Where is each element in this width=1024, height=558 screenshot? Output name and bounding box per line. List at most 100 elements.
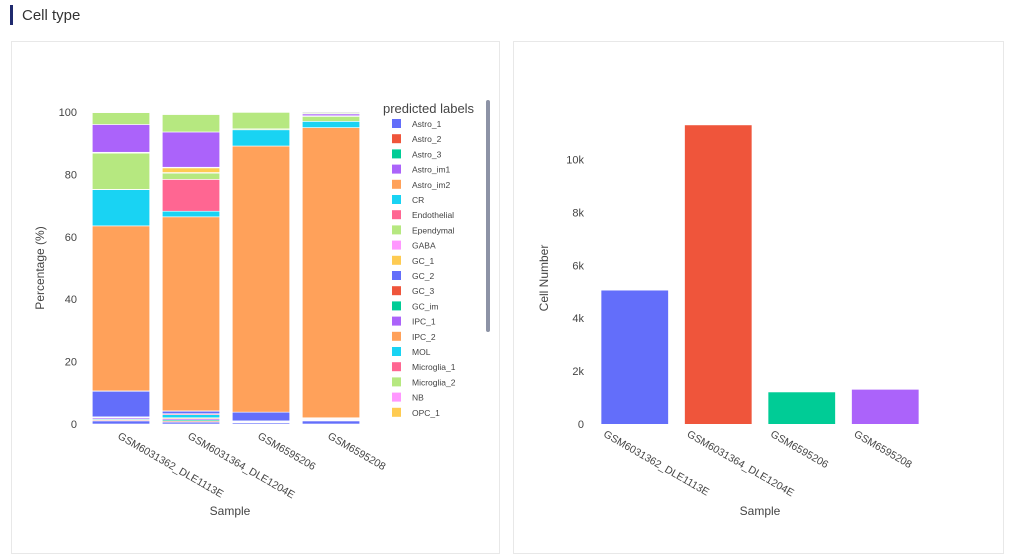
bar-segment-microglia-2[interactable] (92, 153, 149, 189)
y-tick-label: 0 (71, 419, 77, 431)
legend-item-gc-3[interactable]: GC_3 (392, 286, 434, 296)
legend-item-microglia-2[interactable]: Microglia_2 (392, 377, 456, 387)
bar-segment-ipc-2[interactable] (92, 226, 149, 391)
bar-segment-other-3[interactable] (162, 114, 219, 115)
bar-gsm6595208[interactable] (852, 390, 919, 424)
bar-segment-microglia-2[interactable] (162, 173, 219, 179)
bar-segment-opc-1[interactable] (162, 168, 219, 173)
x-tick-label: GSM6595206 (768, 428, 830, 471)
bar-segment-microglia-2[interactable] (302, 116, 359, 121)
legend-label: IPC_1 (412, 317, 436, 327)
legend-label: GC_3 (412, 286, 434, 296)
bar-segment-mol[interactable] (232, 130, 289, 146)
stacked-bar-gsm6031362-dle1113e[interactable] (92, 112, 149, 424)
legend-item-other-1[interactable] (392, 438, 401, 447)
y-tick-label: 80 (65, 169, 77, 181)
bar-segment-mol[interactable] (162, 211, 219, 217)
legend-label: Astro_im1 (412, 165, 451, 175)
legend-item-astro-3[interactable]: Astro_3 (392, 149, 442, 159)
legend-swatch (392, 256, 401, 265)
y-axis-label: Cell Number (537, 245, 551, 312)
legend-item-astro-1[interactable]: Astro_1 (392, 119, 442, 129)
section-header: Cell type (10, 4, 80, 26)
bar-segment-gc-2[interactable] (232, 412, 289, 421)
legend-swatch (392, 210, 401, 219)
y-tick-label: 20 (65, 357, 77, 369)
legend-item-gc-1[interactable]: GC_1 (392, 256, 434, 266)
legend-swatch (392, 241, 401, 250)
x-tick-label: GSM6595208 (852, 428, 914, 471)
bar-segment-other-2[interactable] (232, 112, 289, 129)
bar-segment-gc-2[interactable] (92, 391, 149, 417)
legend-swatch (392, 195, 401, 204)
legend-label: GC_im (412, 301, 438, 311)
x-axis-label: Sample (740, 504, 781, 518)
bar-segment-mol[interactable] (302, 121, 359, 127)
bar-gsm6031362-dle1113e[interactable] (601, 290, 668, 424)
legend-item-gc-2[interactable]: GC_2 (392, 271, 434, 281)
legend-item-other-3[interactable] (392, 469, 401, 478)
legend-label: Astro_im2 (412, 180, 451, 190)
bar-segment-astro-1[interactable] (92, 421, 149, 424)
legend-item-gaba[interactable]: GABA (392, 241, 436, 251)
y-axis-label: Percentage (%) (33, 226, 47, 309)
legend-label: MOL (412, 347, 431, 357)
bar-segment-astro-1[interactable] (302, 421, 359, 424)
legend-item-nb[interactable]: NB (392, 393, 424, 403)
legend-swatch (392, 469, 401, 478)
legend-swatch (392, 271, 401, 280)
bar-segment-other-1[interactable] (162, 132, 219, 167)
legend-item-microglia-1[interactable]: Microglia_1 (392, 362, 456, 372)
bars-group (92, 112, 359, 424)
legend-scrollbar[interactable] (486, 100, 490, 332)
bar-segment-ipc-2[interactable] (162, 217, 219, 411)
legend-label: NB (412, 393, 424, 403)
legend-item-gc-im[interactable]: GC_im (392, 301, 438, 311)
legend-title: predicted labels (383, 101, 475, 116)
bar-segment-gc-2[interactable] (162, 411, 219, 413)
bar-segment-ipc-2[interactable] (302, 128, 359, 418)
legend-swatch (392, 286, 401, 295)
legend-item-ependymal[interactable]: Ependymal (392, 225, 455, 235)
legend-item-ipc-2[interactable]: IPC_2 (392, 332, 436, 342)
bar-segment-other-2[interactable] (92, 113, 149, 125)
y-tick-label: 40 (65, 294, 77, 306)
legend-swatch (392, 134, 401, 143)
bar-gsm6595206[interactable] (768, 392, 835, 424)
stacked-bar-gsm6031364-dle1204e[interactable] (162, 114, 219, 424)
stacked-bar-gsm6595206[interactable] (232, 112, 289, 424)
legend-label: Microglia_2 (412, 377, 456, 387)
legend-item-endothelial[interactable]: Endothelial (392, 210, 454, 220)
bar-segment-cr[interactable] (162, 415, 219, 418)
bar-segment-mol[interactable] (92, 190, 149, 226)
legend-item-astro-im2[interactable]: Astro_im2 (392, 180, 451, 190)
stacked-bar-gsm6595208[interactable] (302, 112, 359, 424)
legend-label: Astro_2 (412, 134, 442, 144)
legend-item-opc-2[interactable] (392, 423, 401, 432)
legend-item-opc-1[interactable]: OPC_1 (392, 408, 440, 418)
legend-items: Astro_1 Astro_2 Astro_3 Astro_im1 Astro_im2 C… (392, 119, 456, 478)
legend-item-ipc-1[interactable]: IPC_1 (392, 317, 436, 327)
y-tick-label: 100 (59, 107, 77, 119)
bar-segment-microglia-1[interactable] (162, 179, 219, 211)
legend-swatch (392, 438, 401, 447)
legend-item-cr[interactable]: CR (392, 195, 424, 205)
bar-segment-other-2[interactable] (162, 114, 219, 131)
legend-item-other-2[interactable] (392, 453, 401, 462)
bar-segment-other-3[interactable] (302, 112, 359, 113)
bar-gsm6031364-dle1204e[interactable] (685, 125, 752, 424)
legend[interactable]: predicted labelsAstro_1Astro_2Astro_3Ast… (383, 100, 490, 478)
legend-item-astro-2[interactable]: Astro_2 (392, 134, 442, 144)
bar-segment-ipc-2[interactable] (232, 146, 289, 412)
legend-swatch (392, 377, 401, 386)
legend-item-mol[interactable]: MOL (392, 347, 431, 357)
bar-segment-other-1[interactable] (92, 124, 149, 152)
legend-item-astro-im1[interactable]: Astro_im1 (392, 165, 451, 175)
bar-segment-other-3[interactable] (92, 112, 149, 113)
legend-swatch (392, 165, 401, 174)
y-tick-label: 6k (572, 260, 584, 272)
section-title: Cell type (22, 7, 80, 24)
